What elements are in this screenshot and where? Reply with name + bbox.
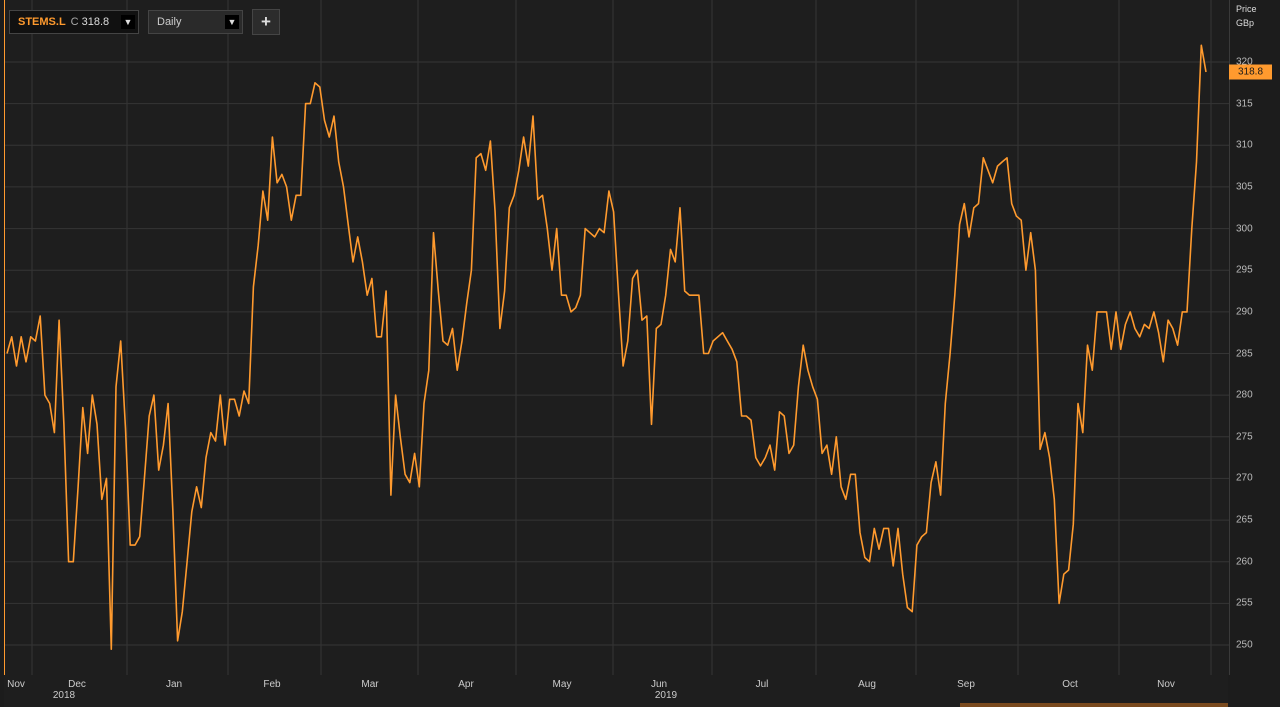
y-tick-label: 270	[1236, 472, 1253, 484]
plot-area[interactable]	[4, 0, 1230, 675]
x-tick-label: Feb	[263, 679, 281, 690]
x-tick-label: May	[552, 679, 572, 690]
y-tick-label: 265	[1236, 514, 1253, 526]
x-tick-label: Nov	[1157, 679, 1175, 690]
close-prefix: C	[70, 16, 79, 28]
x-tick-label: Aug	[858, 679, 876, 690]
x-tick-label: Jan	[165, 679, 183, 690]
y-tick-label: 290	[1236, 306, 1253, 318]
last-price-badge: 318.8	[1229, 64, 1272, 80]
price-chart	[5, 0, 1229, 675]
y-tick-label: 260	[1236, 556, 1253, 568]
x-tick-label: Dec	[68, 679, 86, 690]
y-tick-label: 320	[1236, 56, 1253, 68]
chevron-down-icon[interactable]: ▼	[225, 15, 239, 29]
y-tick-label: 315	[1236, 98, 1253, 110]
y-tick-label: 280	[1236, 389, 1253, 401]
x-tick-label: Nov	[7, 679, 25, 690]
y-tick-label: 295	[1236, 264, 1253, 276]
scrollbar-thumb[interactable]	[960, 703, 1228, 707]
y-tick-label: 300	[1236, 223, 1253, 235]
interval-selector[interactable]: Daily ▼	[148, 10, 243, 34]
x-tick-label: Mar	[361, 679, 379, 690]
price-series-line	[6, 44, 1207, 651]
instrument-selector[interactable]: STEMS.L C 318.8 ▼	[9, 10, 139, 34]
chevron-down-icon[interactable]: ▼	[121, 15, 135, 29]
instrument-ric: STEMS.L	[18, 16, 66, 28]
y-tick-label: 275	[1236, 431, 1253, 443]
x-tick-label: Oct	[1062, 679, 1078, 690]
close-value: 318.8	[81, 16, 110, 28]
y-tick-label: 255	[1236, 597, 1253, 609]
x-year-label: 2019	[654, 690, 678, 701]
x-tick-label: Apr	[458, 679, 474, 690]
interval-value: Daily	[157, 16, 182, 28]
y-tick-label: 305	[1236, 181, 1253, 193]
currency-axis-title: GBp	[1236, 18, 1255, 28]
time-axis: Nov Dec Jan Feb Mar Apr May Jun Jul Aug Sep Oct Nov 2…	[4, 675, 1228, 707]
x-tick-label: Jun	[650, 679, 668, 690]
add-button[interactable]: +	[252, 9, 280, 35]
y-tick-label: 285	[1236, 348, 1253, 359]
y-tick-label: 310	[1236, 139, 1253, 151]
x-year-label: 2018	[52, 690, 76, 701]
x-tick-label: Sep	[957, 679, 975, 690]
y-tick-label: 250	[1236, 639, 1253, 651]
price-axis-title: Price	[1236, 4, 1257, 14]
x-tick-label: Jul	[755, 679, 769, 690]
